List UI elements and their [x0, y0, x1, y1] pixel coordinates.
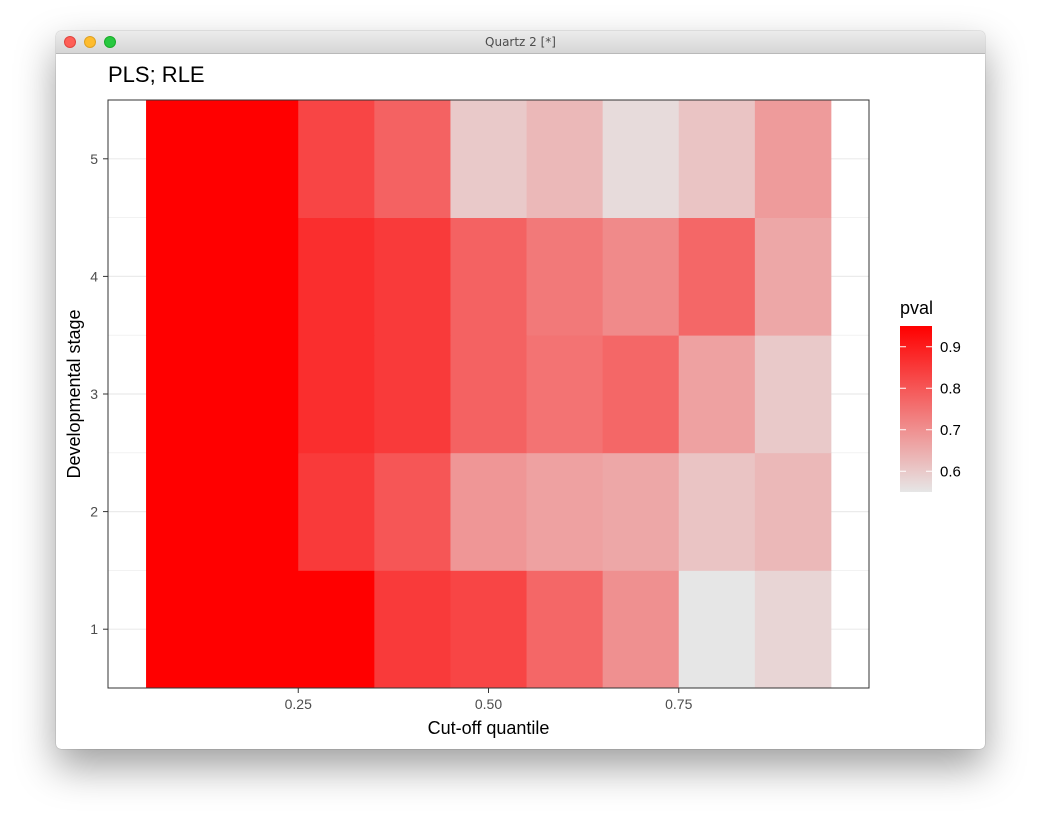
- heatmap-tile: [450, 217, 527, 336]
- heatmap-tile: [526, 217, 604, 336]
- heatmap-tile: [678, 217, 756, 336]
- heatmap-tile: [222, 217, 299, 336]
- zoom-window-button[interactable]: [104, 36, 116, 48]
- x-tick-label: 0.75: [665, 696, 692, 712]
- x-axis: 0.25 0.50 0.75: [285, 688, 693, 712]
- heatmap-tile: [298, 452, 375, 571]
- heatmap-tile: [222, 335, 299, 454]
- legend-label: 0.7: [940, 422, 961, 439]
- heatmap-tile: [602, 452, 680, 571]
- heatmap-tile: [450, 452, 527, 571]
- heatmap-tile: [526, 335, 604, 454]
- heatmap-tile: [754, 217, 832, 336]
- heatmap-tile: [450, 100, 527, 218]
- heatmap-tile: [526, 570, 604, 689]
- heatmap-tile: [146, 100, 223, 218]
- heatmap-tile: [298, 570, 375, 689]
- legend-label: 0.6: [940, 463, 961, 480]
- y-axis: 1 2 3 4 5: [90, 151, 108, 637]
- heatmap-tile: [678, 452, 756, 571]
- heatmap-tile: [146, 570, 223, 689]
- heatmap-tile: [146, 452, 223, 571]
- legend-label: 0.8: [940, 380, 961, 397]
- heatmap-chart: PLS; RLE 0.25 0.50 0.75 1 2 3 4 5 Cut-off quan…: [64, 62, 961, 738]
- heatmap-tile: [602, 335, 680, 454]
- heatmap-tile: [298, 100, 375, 218]
- heatmap-tile: [222, 452, 299, 571]
- heatmap-tile: [374, 335, 451, 454]
- legend-title: pval: [900, 298, 933, 318]
- y-tick-label: 5: [90, 151, 98, 167]
- heatmap-tile: [678, 335, 756, 454]
- heatmap-tile: [678, 570, 756, 689]
- heatmap-tile: [374, 452, 451, 571]
- heatmap-tile: [222, 100, 299, 218]
- heatmap-tile: [754, 100, 832, 218]
- heatmap-tile: [526, 452, 604, 571]
- x-tick-label: 0.50: [475, 696, 502, 712]
- heatmap-tile: [450, 570, 527, 689]
- heatmap-tile: [146, 217, 223, 336]
- heatmap-tile: [450, 335, 527, 454]
- x-tick-label: 0.25: [285, 696, 312, 712]
- heatmap-tile: [298, 335, 375, 454]
- heatmap-tile: [374, 570, 451, 689]
- heatmap-tile: [602, 100, 680, 218]
- heatmap-tile: [374, 100, 451, 218]
- heatmap-tile: [146, 335, 223, 454]
- heatmap-tile: [222, 570, 299, 689]
- heatmap-tile: [526, 100, 604, 218]
- y-tick-label: 3: [90, 386, 98, 402]
- x-axis-title: Cut-off quantile: [428, 718, 550, 738]
- legend-colorbar: [900, 326, 932, 492]
- heatmap-tile: [602, 570, 680, 689]
- close-window-button[interactable]: [64, 36, 76, 48]
- chart-title: PLS; RLE: [108, 62, 205, 87]
- minimize-window-button[interactable]: [84, 36, 96, 48]
- plot-window: Quartz 2 [*] PLS; RLE 0.25 0.50 0.75 1 2 3 4 5…: [56, 31, 985, 749]
- heatmap-tile: [678, 100, 756, 218]
- heatmap-tile: [602, 217, 680, 336]
- legend-label: 0.9: [940, 339, 961, 356]
- y-tick-label: 2: [90, 504, 98, 520]
- heatmap-tile: [754, 452, 832, 571]
- heatmap-tile: [298, 217, 375, 336]
- heatmap-tiles: [146, 100, 832, 689]
- window-title: Quartz 2 [*]: [485, 35, 556, 49]
- y-tick-label: 1: [90, 621, 98, 637]
- title-bar[interactable]: Quartz 2 [*]: [56, 31, 985, 54]
- heatmap-tile: [374, 217, 451, 336]
- heatmap-tile: [754, 570, 832, 689]
- heatmap-tile: [754, 335, 832, 454]
- color-legend: pval 0.6 0.7 0.8 0.9: [900, 298, 961, 492]
- y-tick-label: 4: [90, 268, 98, 284]
- y-axis-title: Developmental stage: [64, 309, 84, 478]
